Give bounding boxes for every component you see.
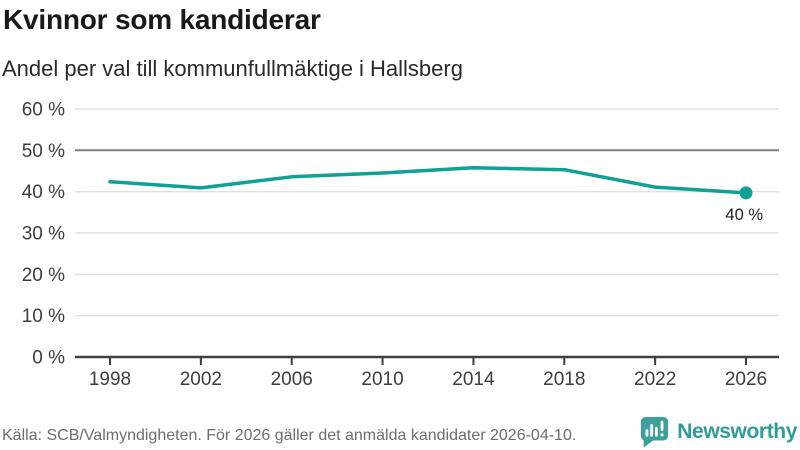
x-axis-label: 2018: [543, 369, 585, 390]
y-axis-label: 60 %: [22, 99, 65, 120]
chart-subtitle: Andel per val till kommunfullmäktige i H…: [2, 56, 463, 81]
line-chart: 0 % 10 % 20 % 30 % 40 % 50 % 60 % 1998 2002 2006 2…: [22, 99, 779, 390]
x-axis-label: 2026: [725, 369, 767, 390]
x-axis-label: 2002: [180, 369, 222, 390]
chart-figure: 0 % 10 % 20 % 30 % 40 % 50 % 60 % 1998 2002 2006 2…: [22, 99, 779, 390]
page-title: Kvinnor som kandiderar: [3, 4, 321, 35]
newsworthy-wordmark: Newsworthy: [677, 420, 797, 443]
newsworthy-brand-link[interactable]: Newsworthy: [638, 414, 797, 450]
y-axis-label: 50 %: [22, 141, 65, 162]
y-axis-label: 40 %: [22, 182, 65, 203]
end-value-label: 40 %: [725, 206, 763, 224]
x-axis-label: 2022: [634, 369, 676, 390]
y-axis-label: 0 %: [32, 348, 65, 369]
x-axis-label: 2010: [361, 369, 403, 390]
end-point-marker: [739, 186, 753, 200]
y-axis-label: 30 %: [22, 223, 65, 244]
y-axis-label: 10 %: [22, 306, 65, 327]
y-axis-label: 20 %: [22, 265, 65, 286]
x-axis-label: 1998: [89, 369, 131, 390]
source-note: Källa: SCB/Valmyndigheten. För 2026 gäll…: [2, 427, 577, 444]
x-axis-label: 2006: [271, 369, 313, 390]
x-axis-label: 2014: [452, 369, 495, 390]
trend-line: [108, 165, 748, 195]
newsworthy-logo-icon: [641, 416, 669, 448]
